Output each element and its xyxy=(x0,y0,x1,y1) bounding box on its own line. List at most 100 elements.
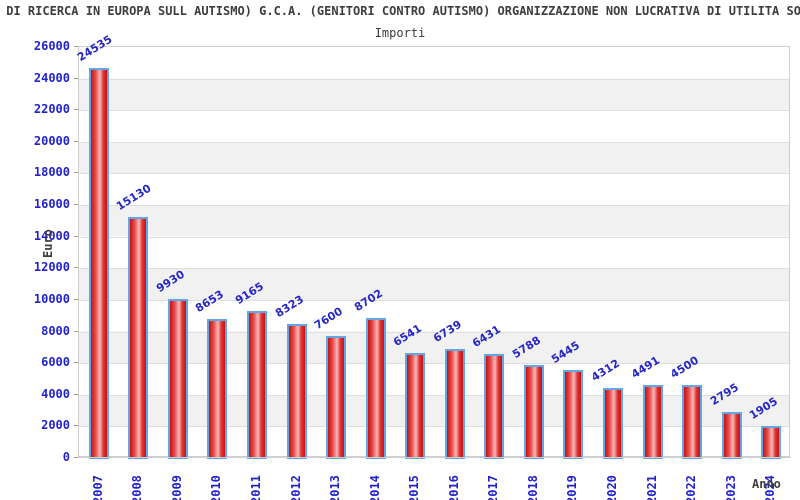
bar-value-label: 8323 xyxy=(272,293,306,321)
x-tick-label-2017: 2017 xyxy=(486,475,501,500)
y-tick-label: 22000 xyxy=(33,102,70,117)
bar-2008 xyxy=(128,216,149,459)
gridline xyxy=(79,141,789,143)
bar-value-label: 24535 xyxy=(74,32,115,65)
y-tick-label: 26000 xyxy=(33,39,70,53)
y-tick-mark xyxy=(74,172,78,174)
y-tick-mark xyxy=(74,330,78,332)
bar-2018 xyxy=(523,364,544,459)
bar-2024 xyxy=(761,425,782,459)
chart-subtitle: Importi xyxy=(374,26,426,40)
bar-value-label: 7600 xyxy=(312,304,346,332)
x-tick-label-2009: 2009 xyxy=(169,475,184,500)
y-tick-label: 18000 xyxy=(33,165,70,180)
y-tick-label: 14000 xyxy=(33,228,70,243)
gridline xyxy=(79,110,789,112)
chart-title: NE DI RICERCA IN EUROPA SULL AUTISMO) G.… xyxy=(0,4,800,18)
x-tick-label-2022: 2022 xyxy=(684,475,699,500)
y-tick-mark xyxy=(74,425,78,427)
bar-value-label: 6541 xyxy=(391,321,425,349)
y-tick-mark xyxy=(74,140,78,142)
bar-value-label: 5788 xyxy=(509,333,543,361)
bar-value-label: 8702 xyxy=(351,287,385,315)
x-tick-label-2008: 2008 xyxy=(130,475,145,500)
x-tick-label-2016: 2016 xyxy=(446,475,461,500)
y-tick-label: 4000 xyxy=(41,386,70,401)
bar-2023 xyxy=(721,411,742,459)
gridline xyxy=(79,205,789,207)
x-axis-line xyxy=(78,457,791,458)
x-tick-label-2023: 2023 xyxy=(723,475,738,500)
y-tick-label: 16000 xyxy=(33,197,70,212)
y-tick-mark xyxy=(74,77,78,79)
gridline xyxy=(79,331,789,333)
x-tick-label-2018: 2018 xyxy=(525,475,540,500)
bar-value-label: 1905 xyxy=(747,394,781,422)
x-axis-title: Anno xyxy=(752,477,781,491)
x-tick-label-2012: 2012 xyxy=(288,475,303,500)
gridline xyxy=(79,299,789,301)
bar-value-label: 2795 xyxy=(707,380,741,408)
bar-2021 xyxy=(642,385,663,459)
bar-value-label: 9165 xyxy=(233,279,266,308)
bar-value-label: 15130 xyxy=(114,181,154,213)
bar-2015 xyxy=(405,352,426,459)
bar-value-label: 4500 xyxy=(668,353,702,381)
bar-2011 xyxy=(247,311,267,459)
gridline xyxy=(79,173,789,175)
y-tick-label: 8000 xyxy=(41,323,70,338)
bar-value-label: 4312 xyxy=(589,356,622,384)
y-tick-mark xyxy=(74,362,78,364)
y-tick-label: 24000 xyxy=(33,70,70,85)
bar-2009 xyxy=(167,299,188,459)
y-tick-mark xyxy=(74,235,78,237)
bar-2016 xyxy=(444,349,465,459)
gridline xyxy=(79,78,789,80)
x-tick-label-2007: 2007 xyxy=(90,475,105,500)
x-tick-label-2010: 2010 xyxy=(209,475,224,500)
x-tick-label-2014: 2014 xyxy=(367,475,382,500)
bar-2007 xyxy=(88,68,109,459)
y-tick-label: 10000 xyxy=(33,291,70,306)
y-tick-mark xyxy=(74,46,78,47)
y-tick-mark xyxy=(74,204,78,206)
bar-2014 xyxy=(365,318,386,459)
bar-value-label: 8653 xyxy=(193,287,227,316)
y-tick-mark xyxy=(74,109,78,111)
y-tick-label: 2000 xyxy=(41,418,70,433)
x-tick-label-2021: 2021 xyxy=(644,475,659,500)
y-tick-mark xyxy=(74,457,78,458)
gridline xyxy=(79,236,789,238)
bar-2012 xyxy=(286,324,307,459)
y-tick-mark xyxy=(74,298,78,300)
bar-2010 xyxy=(207,319,228,459)
y-tick-label: 20000 xyxy=(33,133,70,148)
bar-value-label: 9930 xyxy=(153,267,187,296)
bar-2019 xyxy=(563,369,584,459)
x-tick-label-2019: 2019 xyxy=(565,475,580,500)
bar-2017 xyxy=(484,354,505,459)
y-tick-label: 6000 xyxy=(41,355,70,370)
x-tick-label-2020: 2020 xyxy=(605,475,619,500)
gridline xyxy=(79,426,789,428)
y-axis-title: Euro xyxy=(41,229,55,258)
bar-value-label: 6739 xyxy=(430,318,464,346)
bar-value-label: 6431 xyxy=(470,323,504,351)
x-tick-label-2013: 2013 xyxy=(328,475,343,500)
bar-2020 xyxy=(603,387,623,459)
x-tick-label-2015: 2015 xyxy=(407,475,422,500)
gridline xyxy=(79,268,789,270)
y-tick-label: 0 xyxy=(62,450,70,464)
plot-area: 24535 15130 9930 8653 9165 8323 7600 8702 6541 67… xyxy=(75,33,790,459)
x-tick-label-2011: 2011 xyxy=(249,475,263,500)
bar-2013 xyxy=(326,335,347,459)
bar-2022 xyxy=(682,384,703,459)
y-tick-mark xyxy=(74,267,78,269)
bar-value-label: 4491 xyxy=(628,353,662,382)
y-tick-label: 12000 xyxy=(33,260,70,275)
y-tick-mark xyxy=(74,393,78,395)
bar-value-label: 5445 xyxy=(549,338,583,366)
gridline xyxy=(79,363,789,365)
gridline xyxy=(79,394,789,396)
